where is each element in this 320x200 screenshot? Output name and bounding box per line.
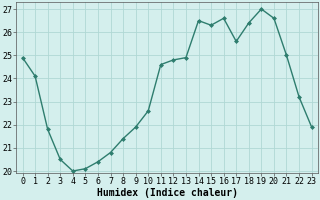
X-axis label: Humidex (Indice chaleur): Humidex (Indice chaleur) [97,188,237,198]
